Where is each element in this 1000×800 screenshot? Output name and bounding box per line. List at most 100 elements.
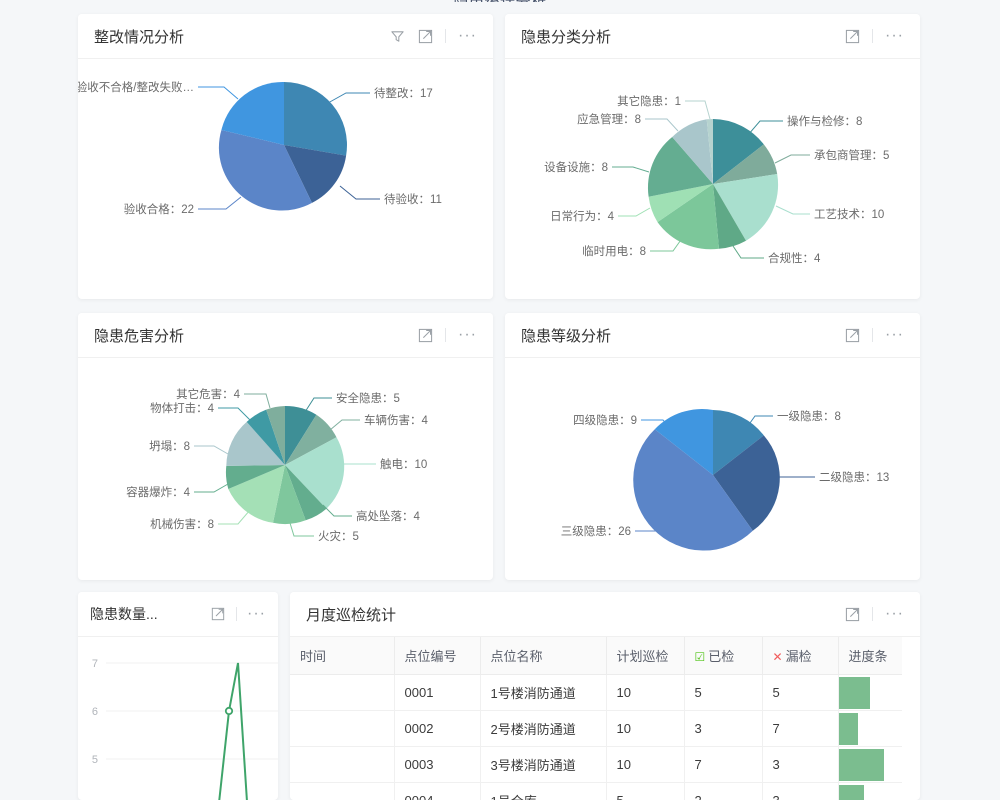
pie-chart-category: 操作与检修：8 承包商管理：5 工艺技术：10 合规性：4 临时用电：8 日常行… xyxy=(544,94,889,265)
pie-label: 其它隐患：1 xyxy=(617,94,681,108)
page-title: 隐患统计分析 xyxy=(0,0,1000,2)
pie-label: 验收不合格/整改失败… xyxy=(78,80,194,94)
card-title: 整改情况分析 xyxy=(94,28,185,46)
card-header: 隐患危害分析 ··· xyxy=(78,313,493,358)
pie-leader-line xyxy=(635,517,671,532)
card-level-analysis: 隐患等级分析 ··· 一级隐患：8 xyxy=(505,313,920,580)
pie-label: 日常行为：4 xyxy=(550,210,614,223)
pie-slice xyxy=(226,421,285,466)
card-body: 7 6 5 xyxy=(78,637,278,800)
pie-leader-line xyxy=(194,445,229,455)
pie-leader-line xyxy=(244,393,271,409)
col-progress[interactable]: 进度条 xyxy=(838,637,902,675)
col-missed[interactable]: ✕ 漏检 xyxy=(762,637,839,675)
pie-label: 设备设施：8 xyxy=(544,160,608,174)
card-title: 隐患分类分析 xyxy=(521,28,612,46)
pie-label: 承包商管理：5 xyxy=(814,148,889,162)
card-rectify-analysis: 整改情况分析 ··· xyxy=(78,14,493,299)
more-icon[interactable]: ··· xyxy=(885,605,904,622)
col-code[interactable]: 点位编号 xyxy=(394,637,481,675)
card-count-trend: 隐患数量... ··· 7 6 5 xyxy=(78,592,278,800)
card-body: 安全隐患：5 车辆伤害：4 触电：10 高处坠落：4 火灾：5 机械伤害：8 容… xyxy=(78,358,493,579)
pie-leader-line xyxy=(198,196,242,210)
more-icon[interactable]: ··· xyxy=(885,27,904,44)
pie-slice xyxy=(672,119,713,184)
expand-icon[interactable] xyxy=(844,327,860,343)
cross-icon: ✕ xyxy=(772,650,783,664)
col-name[interactable]: 点位名称 xyxy=(480,637,607,675)
cell-plan: 5 xyxy=(606,782,685,800)
pie-slice xyxy=(713,174,779,241)
pie-label: 应急管理：8 xyxy=(577,112,641,126)
pie-slice xyxy=(285,414,337,465)
card-body: 时间 点位编号 点位名称 计划巡检 ☑ 已检 ✕ 漏检 进度条 xyxy=(290,637,920,800)
pie-slice xyxy=(221,81,284,145)
pie-slice xyxy=(246,409,285,465)
expand-icon[interactable] xyxy=(844,28,860,44)
progress-bar xyxy=(838,712,858,745)
pie-leader-line xyxy=(289,522,314,537)
card-title: 隐患危害分析 xyxy=(94,327,185,345)
col-missed-label: 漏检 xyxy=(785,649,812,664)
pie-slice xyxy=(713,184,746,249)
more-icon[interactable]: ··· xyxy=(885,326,904,343)
progress-bar xyxy=(838,676,871,709)
y-tick-label: 7 xyxy=(92,658,98,670)
cell-name: 1号楼消防通道 xyxy=(480,674,607,711)
cell-plan: 10 xyxy=(606,674,685,711)
pie-leader-line xyxy=(339,185,380,200)
cell-progress xyxy=(838,782,902,800)
pie-chart-level: 一级隐患：8 二级隐患：13 三级隐患：26 四级隐患：9 xyxy=(561,409,889,551)
pie-slice xyxy=(218,130,312,211)
pie-leader-line xyxy=(744,415,773,431)
expand-icon[interactable] xyxy=(844,606,860,622)
cell-name: 3号楼消防通道 xyxy=(480,746,607,783)
table-row[interactable]: 0004 1号仓库 5 2 3 xyxy=(290,782,902,800)
pie-slice xyxy=(285,465,327,521)
cell-name: 2号楼消防通道 xyxy=(480,710,607,747)
table-row[interactable]: 0002 2号楼消防通道 10 3 7 xyxy=(290,710,902,747)
progress-bar xyxy=(838,748,885,781)
table-row[interactable]: 0003 3号楼消防通道 10 7 3 xyxy=(290,746,902,783)
cell-done: 2 xyxy=(684,782,763,800)
pie-leader-line xyxy=(650,236,684,252)
line-chart-count-trend: 7 6 5 xyxy=(92,658,278,800)
pie-leader-line xyxy=(775,205,810,215)
pie-label: 坍塌：8 xyxy=(149,439,190,453)
cell-missed: 5 xyxy=(762,674,839,711)
card-header: 月度巡检统计 ··· xyxy=(290,592,920,637)
trend-line xyxy=(218,662,248,800)
col-plan[interactable]: 计划巡检 xyxy=(606,637,685,675)
table-row[interactable]: 0001 1号楼消防通道 10 5 5 xyxy=(290,674,902,711)
filter-icon[interactable] xyxy=(389,28,405,44)
cell-plan: 10 xyxy=(606,710,685,747)
pie-leader-line xyxy=(612,166,650,173)
card-header: 隐患数量... ··· xyxy=(78,592,278,637)
card-title: 月度巡检统计 xyxy=(306,606,397,624)
more-icon[interactable]: ··· xyxy=(247,605,266,622)
more-icon[interactable]: ··· xyxy=(458,326,477,343)
inspection-table: 时间 点位编号 点位名称 计划巡检 ☑ 已检 ✕ 漏检 进度条 xyxy=(290,637,902,800)
expand-icon[interactable] xyxy=(417,327,433,343)
pie-slice xyxy=(285,405,317,465)
expand-icon[interactable] xyxy=(417,28,433,44)
y-tick-label: 6 xyxy=(92,706,98,718)
pie-label: 物体打击：4 xyxy=(150,401,214,415)
divider xyxy=(872,607,874,621)
pie-leader-line xyxy=(194,483,229,493)
y-tick-label: 5 xyxy=(92,754,98,766)
cell-plan: 10 xyxy=(606,746,685,783)
cell-time xyxy=(290,746,395,783)
card-title: 隐患数量... xyxy=(90,606,158,622)
pie-slice xyxy=(225,465,285,489)
col-time[interactable]: 时间 xyxy=(290,637,395,675)
pie-label: 操作与检修：8 xyxy=(787,114,862,128)
expand-icon[interactable] xyxy=(210,606,226,622)
col-done[interactable]: ☑ 已检 xyxy=(684,637,763,675)
table-header-row: 时间 点位编号 点位名称 计划巡检 ☑ 已检 ✕ 漏检 进度条 xyxy=(290,637,902,675)
more-icon[interactable]: ··· xyxy=(458,27,477,44)
pie-label: 触电：10 xyxy=(380,457,427,471)
card-header: 隐患分类分析 ··· xyxy=(505,14,920,59)
cell-code: 0003 xyxy=(394,746,481,783)
pie-label: 一级隐患：8 xyxy=(777,410,841,423)
